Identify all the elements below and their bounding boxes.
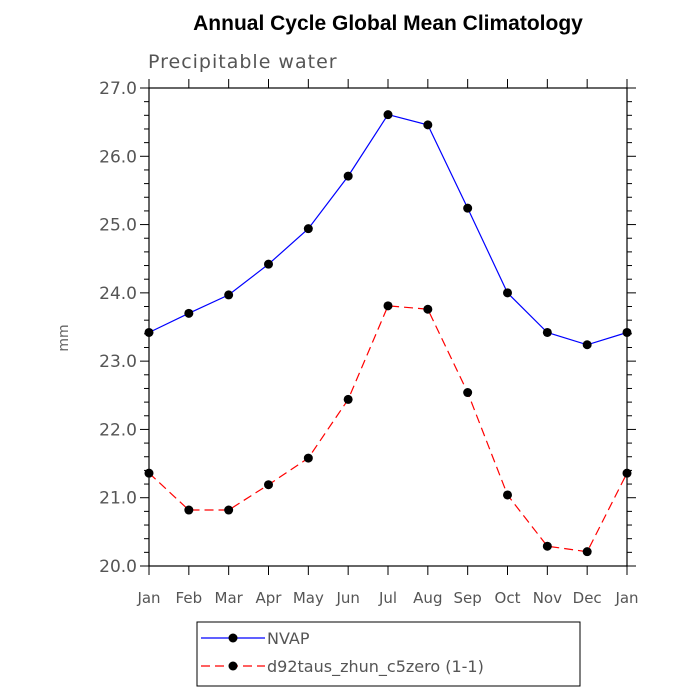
- y-tick-labels: 20.0 21.0 22.0 23.0 24.0 25.0 26.0 27.0: [99, 79, 137, 577]
- legend-label-nvap: NVAP: [267, 629, 310, 648]
- y-tick-label: 24.0: [99, 284, 137, 304]
- plot-frame: [148, 87, 628, 567]
- legend-marker-model: [228, 661, 238, 671]
- x-tick-label: Jul: [378, 589, 397, 607]
- legend-box: [196, 621, 581, 687]
- data-point-1-6: [383, 301, 393, 311]
- x-tick-label: Nov: [533, 589, 562, 607]
- x-tick-label: Jan: [614, 589, 638, 607]
- data-point-0-8: [463, 203, 473, 213]
- x-tick-label: Jun: [335, 589, 359, 607]
- chart-title: Annual Cycle Global Mean Climatology: [193, 12, 583, 35]
- data-point-1-10: [542, 541, 552, 551]
- data-point-1-2: [224, 505, 234, 515]
- data-point-1-0: [144, 468, 154, 478]
- x-tick-label: Dec: [573, 589, 602, 607]
- data-point-0-9: [503, 288, 512, 298]
- data-point-0-3: [264, 259, 273, 269]
- y-axis-label: mm: [56, 324, 72, 351]
- y-tick-label: 23.0: [99, 352, 137, 372]
- legend-marker-nvap: [228, 633, 238, 643]
- data-point-1-7: [423, 304, 433, 314]
- axis-ticks: [140, 79, 636, 575]
- x-tick-label: Mar: [215, 589, 244, 607]
- data-point-0-4: [303, 224, 313, 234]
- x-tick-label: May: [293, 589, 324, 607]
- y-tick-label: 20.0: [99, 557, 137, 577]
- data-point-1-9: [503, 490, 512, 500]
- data-point-1-4: [303, 453, 313, 463]
- x-tick-labels: Jan Feb Mar Apr May Jun Jul Aug Sep Oct Nov Dec Jan: [136, 589, 638, 607]
- data-point-1-8: [463, 388, 473, 398]
- y-tick-label: 25.0: [99, 216, 137, 236]
- x-tick-label: Aug: [413, 589, 442, 607]
- y-tick-label: 26.0: [99, 147, 137, 167]
- x-tick-label: Apr: [256, 589, 283, 607]
- x-tick-label: Feb: [176, 589, 203, 607]
- data-point-0-2: [224, 290, 234, 300]
- data-point-0-1: [184, 308, 194, 318]
- y-tick-label: 22.0: [99, 420, 137, 440]
- legend: NVAP d92taus_zhun_c5zero (1-1): [196, 621, 581, 687]
- x-tick-label: Jan: [136, 589, 160, 607]
- data-point-1-3: [264, 480, 273, 490]
- data-point-0-11: [582, 340, 592, 350]
- chart-subtitle: Precipitable water: [148, 51, 338, 73]
- data-point-0-5: [343, 171, 353, 181]
- series-line-1: [148, 305, 628, 553]
- data-point-1-5: [343, 394, 353, 404]
- x-tick-label: Sep: [454, 589, 482, 607]
- x-tick-label: Oct: [495, 589, 521, 607]
- data-point-0-7: [423, 120, 433, 130]
- data-point-0-0: [144, 327, 154, 337]
- data-point-1-12: [622, 468, 632, 478]
- series-layer: [144, 110, 632, 557]
- y-tick-label: 21.0: [99, 489, 137, 509]
- data-point-1-1: [184, 505, 194, 515]
- data-point-1-11: [582, 547, 592, 557]
- data-point-0-10: [542, 327, 552, 337]
- y-tick-label: 27.0: [99, 79, 137, 99]
- legend-label-model: d92taus_zhun_c5zero (1-1): [267, 657, 484, 677]
- data-point-0-6: [383, 110, 393, 120]
- data-point-0-12: [622, 327, 632, 337]
